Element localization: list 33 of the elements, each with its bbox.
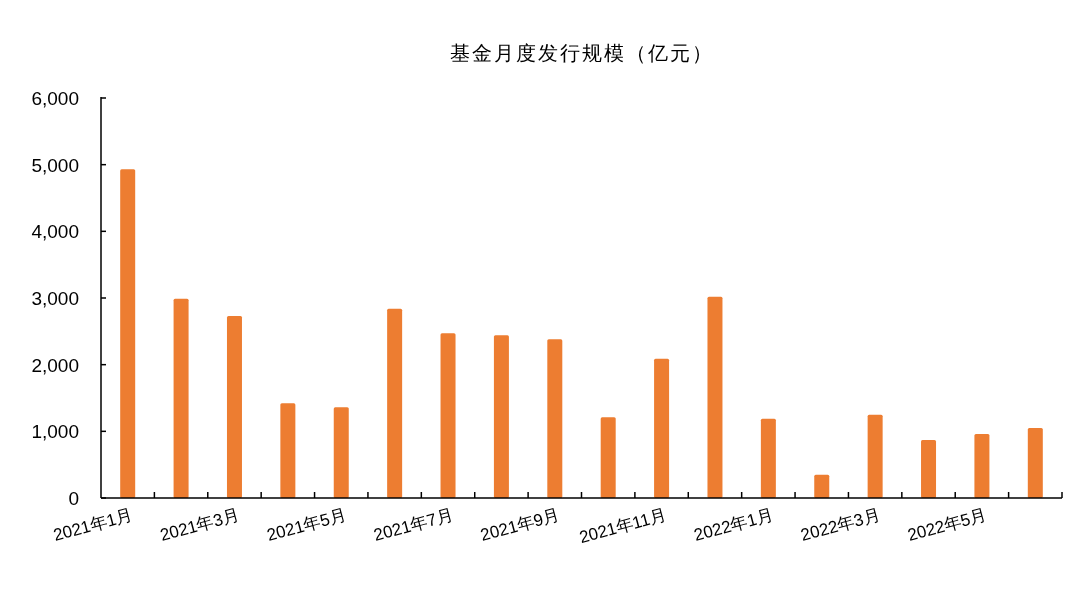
bar xyxy=(867,414,883,498)
y-tick-label: 5,000 xyxy=(31,154,79,176)
bar xyxy=(547,339,563,498)
y-tick-label: 2,000 xyxy=(31,354,79,376)
bar xyxy=(440,333,456,498)
bar xyxy=(120,169,136,498)
bar xyxy=(760,418,776,498)
bar xyxy=(707,296,723,498)
x-tick-label: 2021年3月 xyxy=(158,505,242,545)
x-tick-label: 2021年5月 xyxy=(264,505,349,545)
bar xyxy=(280,403,296,498)
x-tick-label: 2021年9月 xyxy=(478,505,562,545)
y-tick-label: 6,000 xyxy=(31,88,79,109)
bar xyxy=(814,474,830,498)
bar xyxy=(226,316,242,498)
x-tick-label: 2022年1月 xyxy=(691,505,776,545)
bar xyxy=(173,298,189,498)
y-tick-label: 4,000 xyxy=(31,221,79,243)
bar xyxy=(387,308,403,498)
x-tick-label: 2021年11月 xyxy=(577,505,669,548)
bar xyxy=(333,407,349,498)
bar xyxy=(974,434,990,498)
x-tick-label: 2022年5月 xyxy=(905,505,989,545)
bar xyxy=(600,417,616,498)
y-tick-label: 3,000 xyxy=(31,288,79,309)
y-tick-label: 1,000 xyxy=(31,421,79,443)
bar xyxy=(1027,428,1043,498)
bar xyxy=(921,440,937,498)
chart-title: 基金月度发行规模（亿元） xyxy=(449,41,714,65)
x-tick-label: 2022年3月 xyxy=(798,505,883,545)
bar xyxy=(493,335,509,498)
bar xyxy=(654,358,670,498)
x-tick-label: 2021年7月 xyxy=(371,505,456,545)
